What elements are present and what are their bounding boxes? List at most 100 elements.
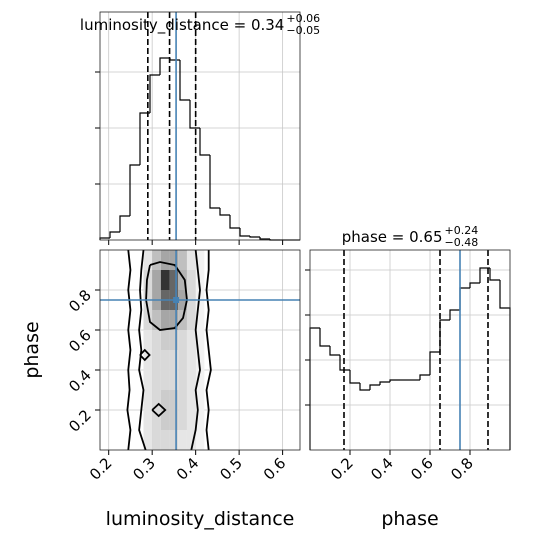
title-lower-error: −0.48	[445, 236, 479, 249]
density-cell	[178, 310, 187, 330]
histogram-bin	[369, 384, 380, 390]
histogram-bin	[309, 327, 320, 450]
density-cell	[178, 330, 187, 350]
histogram-bin	[329, 346, 340, 356]
density-cell	[178, 390, 187, 410]
contour	[138, 250, 147, 450]
density-cell	[160, 310, 170, 330]
y-tick-label: 0.8	[65, 286, 95, 316]
panel-title: phase = 0.65	[342, 228, 443, 246]
histogram-bin	[419, 374, 430, 380]
histogram-bin	[119, 215, 130, 232]
density-cell	[160, 270, 170, 290]
histogram-bin	[319, 328, 330, 347]
density-cell	[195, 310, 205, 330]
histogram-bin	[459, 287, 470, 310]
histogram-bin	[199, 128, 210, 156]
contour	[205, 250, 212, 450]
density-cell	[169, 310, 179, 330]
density-cell	[152, 250, 161, 270]
truth-point	[173, 297, 180, 303]
density-cell	[178, 370, 187, 390]
histogram-bin	[159, 57, 170, 75]
density-cell	[186, 390, 196, 410]
histogram-bin	[259, 237, 270, 240]
density-cell	[143, 370, 153, 390]
density-cell	[143, 410, 153, 430]
histogram-bin	[139, 112, 150, 165]
density-cell	[143, 430, 153, 450]
panel-frame	[99, 11, 301, 241]
x-tick-label: 0.3	[129, 454, 159, 484]
density-cell	[152, 390, 161, 410]
histogram-bin	[429, 351, 440, 375]
density-cell	[152, 310, 161, 330]
density-cell	[186, 250, 196, 270]
density-cell	[143, 250, 153, 270]
y-tick-label: 0.4	[65, 366, 95, 396]
density-cell	[195, 390, 205, 410]
title-upper-error: +0.06	[286, 12, 320, 25]
histogram-bin	[389, 379, 400, 382]
histogram-bin	[359, 383, 370, 391]
density-cell	[178, 350, 187, 370]
density-cell	[169, 410, 179, 430]
density-cell	[186, 270, 196, 290]
density-cell	[178, 410, 187, 430]
histogram-bin	[469, 282, 480, 288]
density-cell	[169, 350, 179, 370]
density-cell	[143, 390, 153, 410]
histogram-bin	[349, 370, 360, 384]
density-cell	[160, 250, 170, 270]
histogram-bin	[189, 100, 200, 129]
density-cell	[186, 430, 196, 450]
density-cell	[195, 410, 205, 430]
y-axis-label: phase	[21, 321, 43, 378]
density-cell	[160, 350, 170, 370]
density-cell	[143, 310, 153, 330]
histogram-bin	[499, 280, 511, 450]
histogram-bin	[219, 208, 230, 216]
density-cell	[195, 370, 205, 390]
density-cell	[186, 310, 196, 330]
contour	[139, 348, 151, 362]
density-cell	[169, 330, 179, 350]
contour	[190, 250, 201, 450]
density-cell	[160, 330, 170, 350]
density-cell	[195, 330, 205, 350]
density-cell	[178, 270, 187, 290]
density-cell	[152, 410, 161, 430]
histogram-bin	[209, 155, 220, 209]
histogram-bin	[479, 267, 490, 283]
density-cell	[186, 330, 196, 350]
x-tick-label: 0.6	[407, 454, 437, 484]
x-axis-label: luminosity_distance	[106, 508, 295, 530]
density-cell	[178, 430, 187, 450]
density-cell	[195, 270, 205, 290]
density-cell	[160, 390, 170, 410]
density-cell	[169, 250, 179, 270]
x-axis-label: phase	[381, 508, 438, 530]
contour	[126, 250, 132, 450]
histogram-bin	[229, 215, 240, 229]
panel-title: luminosity_distance = 0.34	[80, 16, 284, 35]
density-cell	[169, 390, 179, 410]
panel-frame	[309, 249, 511, 451]
contour	[145, 261, 188, 331]
density-cell	[152, 330, 161, 350]
density-cell	[143, 330, 153, 350]
x-tick-label: 0.4	[173, 454, 203, 484]
histogram-bin	[149, 74, 160, 113]
y-tick-label: 0.6	[65, 326, 95, 356]
histogram-bin	[129, 164, 140, 216]
density-cell	[186, 370, 196, 390]
x-tick-label: 0.4	[367, 454, 397, 484]
histogram-bin	[439, 319, 450, 352]
density-cell	[152, 270, 161, 290]
density-cell	[195, 430, 205, 450]
density-cell	[186, 350, 196, 370]
histogram-bin	[379, 381, 390, 385]
y-tick-label: 0.2	[65, 406, 95, 436]
